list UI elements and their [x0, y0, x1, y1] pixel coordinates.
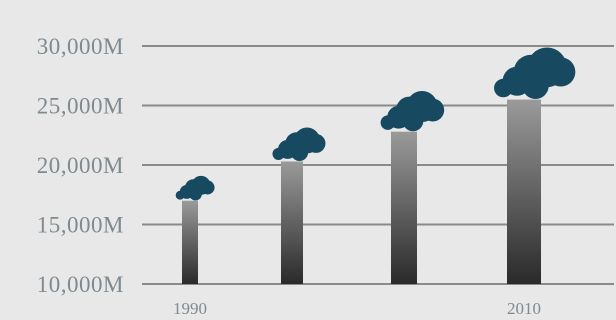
chimney-bar-group [272, 127, 326, 284]
chimney-bar-group [175, 175, 215, 284]
smoke-puff [421, 98, 445, 122]
y-tick-label: 20,000M [37, 153, 124, 178]
smoke-puff [546, 57, 576, 87]
chimney-bar [507, 99, 541, 284]
y-tick-label: 15,000M [37, 213, 124, 238]
smoke-puff [306, 133, 326, 153]
chimney-bar-group [494, 47, 576, 284]
x-axis-ticks: 1990 2010 [173, 299, 541, 318]
chimney-bar-group [380, 90, 445, 284]
x-tick-label: 2010 [507, 299, 541, 318]
chimney-bar [391, 131, 417, 284]
smoke-cloud [380, 90, 445, 132]
chimney-bar [281, 161, 303, 284]
smoke-puff [189, 187, 202, 201]
chimney-bar [182, 200, 198, 284]
x-tick-label: 1990 [173, 299, 207, 318]
y-tick-label: 30,000M [37, 34, 124, 59]
y-axis-ticks: 10,000M 15,000M 20,000M 25,000M 30,000M [37, 34, 124, 297]
smoke-cloud [494, 47, 576, 99]
smoke-puff [402, 110, 424, 132]
y-tick-label: 25,000M [37, 94, 124, 119]
smoke-puff [290, 143, 309, 162]
y-tick-label: 10,000M [37, 272, 124, 297]
chimney-bars [175, 47, 576, 284]
smoke-puff [522, 72, 549, 99]
smoke-cloud [175, 175, 215, 201]
smoke-cloud [272, 127, 326, 162]
smoke-puff [200, 180, 215, 195]
